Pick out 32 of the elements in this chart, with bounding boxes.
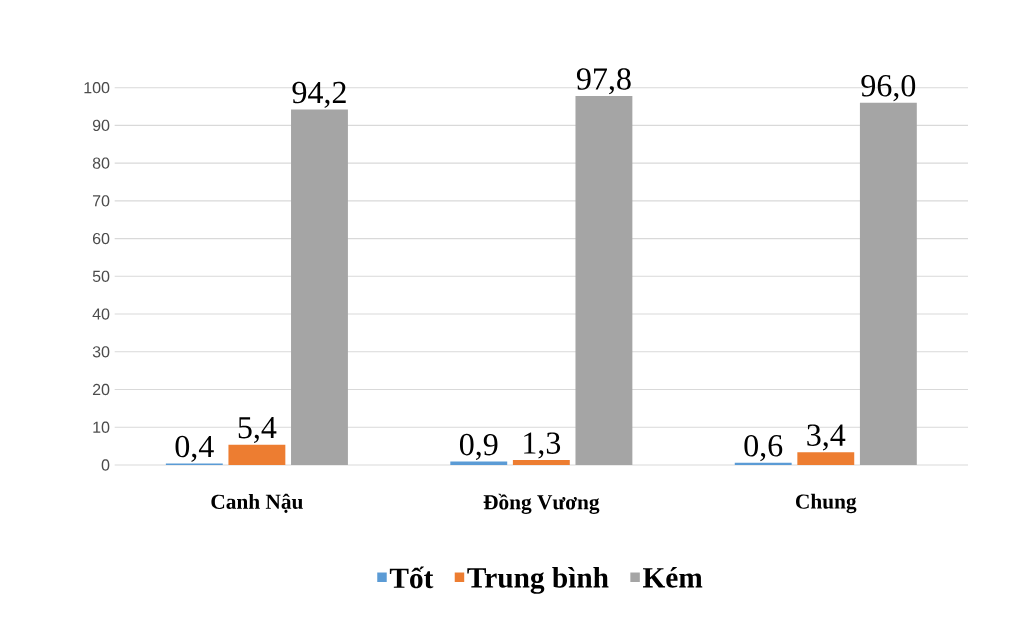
y-tick-label: 0 (101, 459, 110, 471)
y-tick-label: 10 (93, 421, 110, 433)
data-label: 3,4 (807, 424, 846, 451)
y-tick-label: 20 (92, 383, 110, 396)
y-tick-label: 90 (92, 119, 110, 132)
y-tick-label: 70 (92, 195, 110, 207)
data-label: 5,4 (238, 417, 277, 444)
bar (228, 444, 286, 465)
y-tick-label: 30 (92, 346, 110, 358)
y-tick-label: 50 (92, 270, 110, 282)
y-tick-label: 60 (92, 232, 110, 245)
x-tick-label: Chung (796, 493, 857, 514)
bar (797, 452, 855, 465)
data-label: 0,6 (744, 434, 783, 462)
x-tick-label: Canh Nậu (211, 493, 303, 513)
data-label: 97,8 (576, 68, 631, 95)
x-tick-label: Đồng Vương (483, 493, 600, 514)
bar (291, 109, 348, 465)
bar (859, 102, 917, 465)
bar (512, 460, 570, 465)
data-label: 94,2 (292, 81, 346, 108)
y-tick-label: 80 (92, 157, 110, 169)
legend-label: Kém (643, 567, 703, 588)
data-label: 0,4 (175, 435, 214, 462)
data-label: 0,9 (459, 433, 498, 460)
legend-label: Trung bình (467, 567, 609, 594)
legend-label: Tốt (389, 566, 434, 589)
data-label: 96,0 (861, 74, 916, 102)
bar (575, 95, 633, 465)
y-tick-label: 100 (84, 82, 110, 94)
y-tick-label: 40 (92, 308, 110, 320)
data-label: 1,3 (524, 432, 561, 459)
